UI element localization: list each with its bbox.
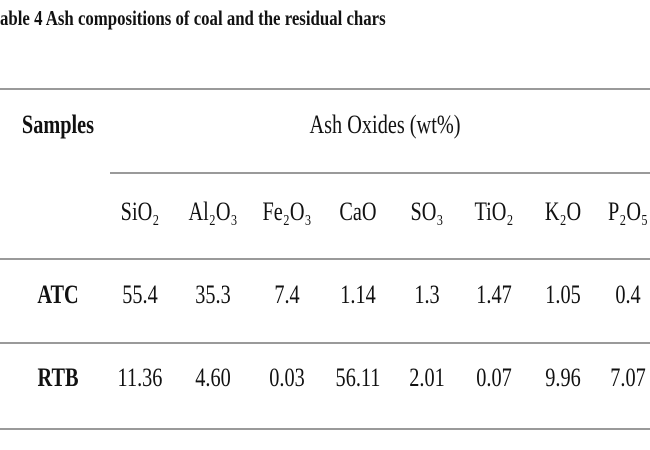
cell: 7.07	[610, 363, 646, 392]
cell: 1.05	[545, 280, 581, 309]
cell: 7.4	[274, 280, 300, 309]
cell: 2.01	[409, 363, 445, 392]
table-title: able 4 Ash compositions of coal and the …	[0, 6, 386, 30]
cell: 1.14	[340, 280, 376, 309]
sample-name: RTB	[37, 363, 79, 392]
cell: 1.3	[414, 280, 440, 309]
column-header: K₂O	[544, 197, 582, 226]
row-rule	[0, 342, 650, 344]
header-rule	[0, 258, 650, 260]
column-header: P₂O₅	[607, 197, 649, 226]
sample-name: ATC	[37, 280, 79, 309]
group-header: Ash Oxides (wt%)	[309, 110, 461, 139]
group-rule	[110, 172, 650, 174]
column-header: CaO	[339, 197, 377, 226]
samples-header: Samples	[21, 110, 95, 139]
column-header: Al₂O₃	[188, 197, 238, 226]
cell: 0.07	[476, 363, 512, 392]
column-header: SiO₂	[120, 197, 160, 226]
cell: 1.47	[476, 280, 512, 309]
column-header: Fe₂O₃	[262, 197, 312, 226]
cell: 11.36	[117, 363, 163, 392]
cell: 56.11	[335, 363, 381, 392]
top-rule	[0, 88, 650, 90]
cell: 4.60	[195, 363, 231, 392]
cell: 0.4	[615, 280, 641, 309]
bottom-rule	[0, 428, 650, 430]
column-header: SO₃	[410, 197, 444, 226]
cell: 0.03	[269, 363, 305, 392]
column-header: TiO₂	[474, 197, 514, 226]
cell: 35.3	[195, 280, 231, 309]
cell: 55.4	[122, 280, 158, 309]
cell: 9.96	[545, 363, 581, 392]
